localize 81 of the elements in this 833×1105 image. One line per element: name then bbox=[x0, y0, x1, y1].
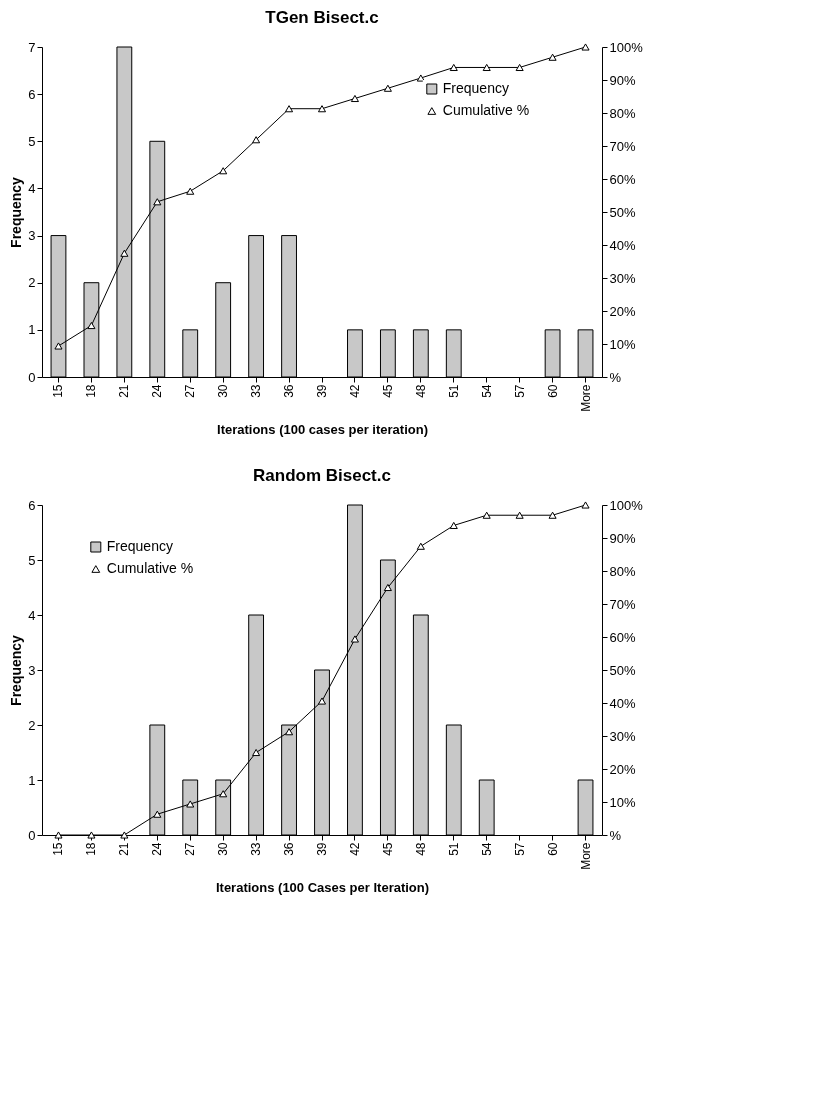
x-tick-label: 57 bbox=[512, 842, 527, 856]
y2-tick-label: 60% bbox=[609, 629, 636, 645]
x-tick-label: 18 bbox=[84, 384, 99, 398]
y-tick-label: 4 bbox=[28, 607, 36, 623]
y-axis-title: Frequency bbox=[8, 176, 25, 248]
x-tick-label: 42 bbox=[347, 384, 362, 398]
x-tick-label: 57 bbox=[512, 384, 527, 398]
y-tick-label: 3 bbox=[28, 228, 36, 244]
x-axis-title: Iterations (100 cases per iteration) bbox=[217, 421, 428, 437]
x-tick-label: 18 bbox=[84, 842, 99, 856]
y-tick-label: 2 bbox=[28, 717, 36, 733]
x-tick-label: 45 bbox=[380, 384, 395, 398]
legend-label: Frequency bbox=[442, 80, 509, 96]
y2-tick-label: 80% bbox=[609, 105, 636, 121]
y-tick-label: 0 bbox=[28, 827, 36, 843]
y2-tick-label: 20% bbox=[609, 761, 636, 777]
y-tick-label: 4 bbox=[28, 180, 36, 196]
y-tick-label: 6 bbox=[28, 497, 36, 513]
x-tick-label: 36 bbox=[282, 384, 297, 398]
x-tick-label: 27 bbox=[183, 842, 198, 856]
x-tick-label: 33 bbox=[249, 384, 264, 398]
y-tick-label: 5 bbox=[28, 552, 36, 568]
x-tick-label: 24 bbox=[150, 842, 165, 856]
y-tick-label: 1 bbox=[28, 772, 36, 788]
y-axis-title: Frequency bbox=[8, 634, 25, 706]
x-tick-label: 30 bbox=[216, 384, 231, 398]
x-tick-label: 51 bbox=[446, 384, 461, 398]
y2-tick-label: 30% bbox=[609, 728, 636, 744]
y-tick-label: 5 bbox=[28, 133, 36, 149]
x-tick-label: 51 bbox=[446, 842, 461, 856]
y2-tick-label: 100% bbox=[609, 39, 644, 55]
x-tick-label: 45 bbox=[380, 842, 395, 856]
x-tick-label: 36 bbox=[282, 842, 297, 856]
x-tick-label: 33 bbox=[249, 842, 264, 856]
x-tick-label: 60 bbox=[545, 842, 560, 856]
y2-tick-label: 40% bbox=[609, 695, 636, 711]
x-tick-label: 54 bbox=[479, 842, 494, 856]
y2-tick-label: 40% bbox=[609, 237, 636, 253]
chart-title: Random Bisect.c bbox=[253, 466, 391, 485]
y-tick-label: 0 bbox=[28, 369, 36, 385]
x-tick-label: 48 bbox=[413, 384, 428, 398]
x-tick-label: 15 bbox=[51, 384, 66, 398]
y2-tick-label: 70% bbox=[609, 596, 636, 612]
x-tick-label: 48 bbox=[413, 842, 428, 856]
legend-label: Cumulative % bbox=[442, 102, 530, 118]
y2-tick-label: 70% bbox=[609, 138, 636, 154]
y2-tick-label: % bbox=[609, 369, 622, 385]
x-tick-label: 39 bbox=[315, 384, 329, 398]
y2-tick-label: % bbox=[609, 827, 622, 843]
x-tick-label: 21 bbox=[117, 384, 132, 398]
x-tick-label: 42 bbox=[347, 842, 362, 856]
x-tick-label: More bbox=[578, 384, 593, 412]
y2-tick-label: 100% bbox=[609, 497, 644, 513]
y2-tick-label: 90% bbox=[609, 72, 636, 88]
x-tick-label: 39 bbox=[315, 842, 329, 856]
legend-label: Frequency bbox=[106, 538, 173, 554]
chart-title: TGen Bisect.c bbox=[265, 8, 379, 27]
x-axis-title: Iterations (100 Cases per Iteration) bbox=[215, 879, 430, 895]
y2-tick-label: 10% bbox=[609, 794, 636, 810]
y2-tick-label: 20% bbox=[609, 303, 636, 319]
x-tick-label: 15 bbox=[51, 842, 66, 856]
y2-tick-label: 30% bbox=[609, 270, 636, 286]
x-tick-label: More bbox=[578, 842, 593, 870]
y-tick-label: 6 bbox=[28, 86, 36, 102]
x-tick-label: 21 bbox=[117, 842, 132, 856]
x-tick-label: 54 bbox=[479, 384, 494, 398]
y2-tick-label: 50% bbox=[609, 662, 636, 678]
y2-tick-label: 90% bbox=[609, 530, 636, 546]
x-tick-label: 24 bbox=[150, 384, 165, 398]
y2-tick-label: 10% bbox=[609, 336, 636, 352]
y-tick-label: 7 bbox=[28, 39, 36, 55]
x-tick-label: 30 bbox=[216, 842, 231, 856]
y2-tick-label: 80% bbox=[609, 563, 636, 579]
y-tick-label: 3 bbox=[28, 662, 36, 678]
y2-tick-label: 60% bbox=[609, 171, 636, 187]
y-tick-label: 2 bbox=[28, 275, 36, 291]
x-tick-label: 27 bbox=[183, 384, 198, 398]
legend-label: Cumulative % bbox=[106, 560, 194, 576]
y2-tick-label: 50% bbox=[609, 204, 636, 220]
y-tick-label: 1 bbox=[28, 322, 36, 338]
x-tick-label: 60 bbox=[545, 384, 560, 398]
